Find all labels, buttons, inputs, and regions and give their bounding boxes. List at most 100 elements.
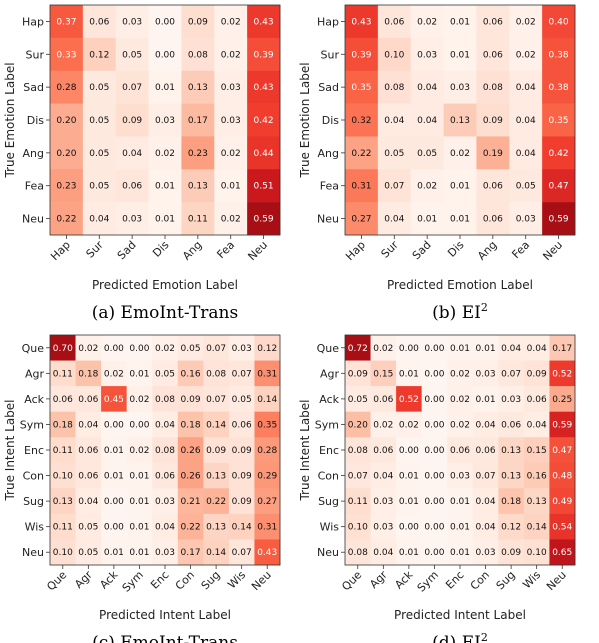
cell-value-label: 0.00 [424,395,444,405]
cell-value-label: 0.07 [232,369,252,379]
heatmap-cell [498,462,525,489]
cell-value-label: 0.05 [78,523,98,533]
cell-value-label: 0.06 [155,472,175,482]
y-tick-label: Neu [317,213,339,226]
cell-value-label: 0.07 [348,472,368,482]
cell-value-label: 0.05 [232,395,252,405]
heatmap-cell [542,169,576,203]
heatmap-cell [377,136,412,170]
cell-value-label: 0.03 [232,344,252,354]
heatmap-cell [82,136,117,170]
heatmap-cell [254,335,281,361]
heatmap-cell [50,103,84,137]
heatmap-cell [523,437,550,464]
heatmap-cell [126,411,153,438]
cell-value-label: 0.00 [399,344,419,354]
heatmap-cell [203,335,230,361]
heatmap-cell [370,360,397,387]
heatmap-cell [396,513,422,540]
cell-value-label: 0.09 [527,369,547,379]
heatmap-cell [345,5,379,39]
cell-value-label: 0.02 [221,215,241,225]
cell-value-label: 0.03 [373,497,393,507]
heatmap-cell [214,5,248,39]
heatmap-cell [115,103,149,137]
heatmap-cell [498,411,525,438]
heatmap-cell [126,488,153,515]
heatmap-cell [101,411,127,438]
y-tick-label: Ang [23,147,44,160]
y-tick-label: Ack [24,393,44,406]
heatmap-cell [203,539,230,566]
cell-value-label: 0.18 [78,369,98,379]
heatmap-cell [152,335,179,361]
x-tick-label: Sad [115,238,139,262]
heatmap-cell [82,103,117,137]
cell-value-label: 0.44 [254,149,274,159]
heatmap-cell [247,70,281,104]
cell-value-label: 0.18 [53,420,73,430]
heatmap-cell [345,37,379,72]
cell-value-label: 0.06 [450,446,470,456]
cell-value-label: 0.13 [53,497,73,507]
x-axis-label: Predicted Intent Label [99,608,231,622]
heatmap-cell [370,411,397,438]
cell-value-label: 0.00 [399,446,419,456]
cell-value-label: 0.02 [417,17,437,27]
heatmap-cell [101,539,127,566]
heatmap-cell [177,360,204,387]
heatmap-cell [370,488,397,515]
heatmap-cell [345,513,371,540]
heatmap-cell [177,462,204,489]
heatmap-cell [181,70,215,104]
cell-value-label: 0.01 [450,523,470,533]
cell-value-label: 0.04 [476,497,496,507]
cell-value-label: 0.29 [257,472,277,482]
heatmap-cell [126,386,153,412]
cell-value-label: 0.05 [348,395,368,405]
heatmap-cell [421,462,448,489]
cell-value-label: 0.00 [424,472,444,482]
y-axis-label: True Emotion Label [3,62,17,178]
cell-value-label: 0.10 [348,523,368,533]
cell-value-label: 0.16 [181,369,201,379]
cell-value-label: 0.01 [399,548,419,558]
y-tick-label: Hap [22,15,44,28]
cell-value-label: 0.00 [424,344,444,354]
cell-value-label: 0.43 [257,548,277,558]
cell-value-label: 0.01 [155,215,175,225]
heatmap-cell [126,513,153,540]
heatmap-cell [254,513,281,540]
heatmap-cell [50,5,84,39]
cell-value-label: 0.31 [257,523,277,533]
heatmap-cell [345,488,371,515]
x-tick-label: Ack [392,568,416,592]
cell-value-label: 0.04 [155,420,175,430]
heatmap-cell [228,488,255,515]
heatmap-cell [523,360,550,387]
cell-value-label: 0.02 [221,50,241,60]
heatmap-cell [247,5,281,39]
heatmap-cell [476,202,510,236]
heatmap-cell [542,5,576,39]
cell-value-label: 0.04 [89,215,109,225]
heatmap-cell [50,202,84,236]
heatmap-cell [214,70,248,104]
subfigure-caption: (b) EI2 [432,301,488,323]
heatmap-cell [498,539,525,566]
heatmap-cell [75,437,102,464]
heatmap-cell [75,335,102,361]
cell-value-label: 0.35 [257,420,277,430]
heatmap-cell [421,386,448,412]
y-tick-label: Enc [24,444,44,457]
cell-value-label: 0.09 [206,446,226,456]
heatmap-cell [447,335,474,361]
y-tick-label: Sug [23,495,44,508]
heatmap-cell [476,103,510,137]
cell-value-label: 0.15 [527,446,547,456]
x-tick-label: Dis [150,238,172,260]
y-tick-label: Wis [25,521,45,534]
heatmap-cell [152,488,179,515]
cell-value-label: 0.05 [122,50,142,60]
y-tick-label: Enc [319,444,339,457]
